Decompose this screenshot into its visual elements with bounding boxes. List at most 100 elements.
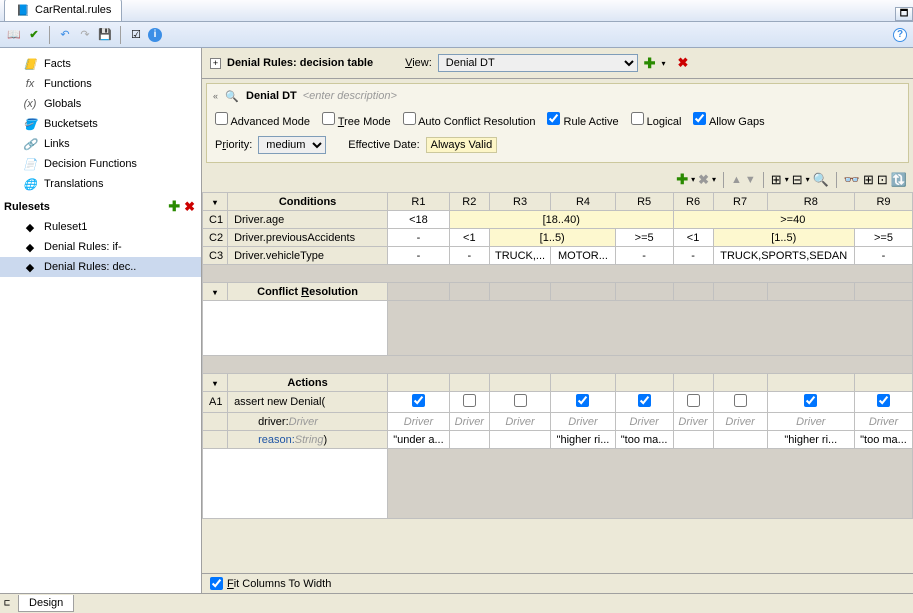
condition-cell[interactable]: - [388, 229, 450, 247]
action-reason-cell[interactable] [449, 431, 489, 449]
action-enabled-cell[interactable] [713, 392, 767, 413]
save-icon[interactable]: 💾 [97, 27, 113, 43]
action-enabled-cell[interactable] [388, 392, 450, 413]
move-down-icon[interactable]: ▼ [745, 174, 756, 186]
auto-conflict-check[interactable]: Auto Conflict Resolution [403, 112, 536, 128]
condition-cell[interactable]: [1..5) [713, 229, 854, 247]
action-reason-cell[interactable] [489, 431, 551, 449]
action-reason-cell[interactable]: "higher ri... [767, 431, 854, 449]
condition-cell[interactable]: MOTOR... [551, 247, 615, 265]
action-enabled-cell[interactable] [489, 392, 551, 413]
condition-expr[interactable]: Driver.previousAccidents [228, 229, 388, 247]
condition-cell[interactable]: - [449, 247, 489, 265]
undo-icon[interactable]: ↶ [57, 27, 73, 43]
action-reason-cell[interactable]: "too ma... [615, 431, 673, 449]
glasses-icon[interactable]: 👓 [844, 172, 860, 188]
refresh-icon[interactable]: 🔃 [891, 172, 907, 188]
condition-expr[interactable]: Driver.age [228, 211, 388, 229]
nav-item[interactable]: 📒Facts [0, 54, 201, 74]
action-driver-cell[interactable]: Driver [489, 413, 551, 431]
maximize-button[interactable]: 🗖 [895, 7, 913, 21]
action-enabled-cell[interactable] [673, 392, 713, 413]
add-rule-icon[interactable]: ✚ [676, 171, 688, 188]
condition-cell[interactable]: TRUCK,SPORTS,SEDAN [713, 247, 854, 265]
action-driver-cell[interactable]: Driver [713, 413, 767, 431]
rule-col-header[interactable]: R7 [713, 193, 767, 211]
condition-cell[interactable]: >=5 [854, 229, 912, 247]
logical-check[interactable]: Logical [631, 112, 682, 128]
action-reason-cell[interactable]: "under a... [388, 431, 450, 449]
condition-cell[interactable]: - [854, 247, 912, 265]
action-driver-cell[interactable]: Driver [388, 413, 450, 431]
layout2-icon[interactable]: ⊡ [877, 172, 888, 188]
action-driver-cell[interactable]: Driver [551, 413, 615, 431]
delete-view-icon[interactable]: ✖ [678, 55, 689, 71]
condition-cell[interactable]: - [388, 247, 450, 265]
column-icon[interactable]: ⊟ [792, 172, 803, 188]
rule-col-header[interactable]: R1 [388, 193, 450, 211]
validate-icon[interactable]: ✔ [26, 27, 42, 43]
condition-expr[interactable]: Driver.vehicleType [228, 247, 388, 265]
priority-select[interactable]: medium [258, 136, 326, 154]
view-select[interactable]: Denial DT [438, 54, 638, 72]
nav-item[interactable]: 🪣Bucketsets [0, 114, 201, 134]
rule-col-header[interactable]: R2 [449, 193, 489, 211]
help-icon[interactable]: ? [893, 28, 907, 42]
layout1-icon[interactable]: ⊞ [863, 172, 874, 188]
tree-mode-check[interactable]: Tree Mode [322, 112, 391, 128]
ruleset-item[interactable]: ◆Ruleset1 [0, 217, 201, 237]
redo-icon[interactable]: ↷ [77, 27, 93, 43]
effective-date-value[interactable]: Always Valid [426, 137, 498, 153]
action-enabled-cell[interactable] [615, 392, 673, 413]
rule-col-header[interactable]: R9 [854, 193, 912, 211]
checklist-icon[interactable]: ☑ [128, 27, 144, 43]
rule-col-header[interactable]: R8 [767, 193, 854, 211]
editor-tab[interactable]: 📘 CarRental.rules [4, 0, 122, 21]
action-reason-cell[interactable] [713, 431, 767, 449]
gap-icon[interactable]: ⊞ [771, 172, 782, 188]
action-driver-cell[interactable]: Driver [615, 413, 673, 431]
rule-col-header[interactable]: R6 [673, 193, 713, 211]
nav-item[interactable]: 🌐Translations [0, 174, 201, 194]
condition-cell[interactable]: >=40 [673, 211, 912, 229]
action-driver-cell[interactable]: Driver [767, 413, 854, 431]
condition-cell[interactable]: <1 [449, 229, 489, 247]
allow-gaps-check[interactable]: Allow Gaps [693, 112, 764, 128]
find-icon[interactable]: 🔍 [813, 172, 829, 188]
dictionary-icon[interactable]: 📖 [6, 27, 22, 43]
add-view-icon[interactable]: ✚ [644, 55, 656, 72]
rule-col-header[interactable]: R4 [551, 193, 615, 211]
advanced-mode-check[interactable]: Advanced Mode [215, 112, 310, 128]
action-label[interactable]: assert new Denial( [228, 392, 388, 413]
action-reason-cell[interactable]: "higher ri... [551, 431, 615, 449]
condition-cell[interactable]: TRUCK,... [489, 247, 551, 265]
rule-col-header[interactable]: R5 [615, 193, 673, 211]
nav-item[interactable]: 🔗Links [0, 134, 201, 154]
ruleset-item[interactable]: ◆Denial Rules: if- [0, 237, 201, 257]
nav-item[interactable]: 📄Decision Functions [0, 154, 201, 174]
action-enabled-cell[interactable] [854, 392, 912, 413]
action-enabled-cell[interactable] [767, 392, 854, 413]
action-enabled-cell[interactable] [551, 392, 615, 413]
rule-active-check[interactable]: Rule Active [547, 112, 618, 128]
condition-cell[interactable]: - [673, 247, 713, 265]
nav-item[interactable]: fxFunctions [0, 74, 201, 94]
fit-columns-check[interactable] [210, 577, 223, 590]
action-enabled-cell[interactable] [449, 392, 489, 413]
nav-item[interactable]: (x)Globals [0, 94, 201, 114]
collapse-icon[interactable]: « [213, 91, 218, 101]
condition-cell[interactable]: <18 [388, 211, 450, 229]
delete-rule-icon[interactable]: ✖ [698, 172, 709, 188]
info-icon[interactable]: i [148, 28, 162, 42]
rule-col-header[interactable]: R3 [489, 193, 551, 211]
add-ruleset-icon[interactable]: ✚ [168, 198, 180, 215]
expand-icon[interactable]: + [210, 58, 221, 69]
design-tab[interactable]: Design [18, 595, 74, 612]
dt-description[interactable]: <enter description> [303, 90, 397, 102]
condition-cell[interactable]: [18..40) [449, 211, 673, 229]
action-driver-cell[interactable]: Driver [854, 413, 912, 431]
condition-cell[interactable]: <1 [673, 229, 713, 247]
action-driver-cell[interactable]: Driver [449, 413, 489, 431]
delete-ruleset-icon[interactable]: ✖ [184, 199, 195, 215]
condition-cell[interactable]: [1..5) [489, 229, 615, 247]
